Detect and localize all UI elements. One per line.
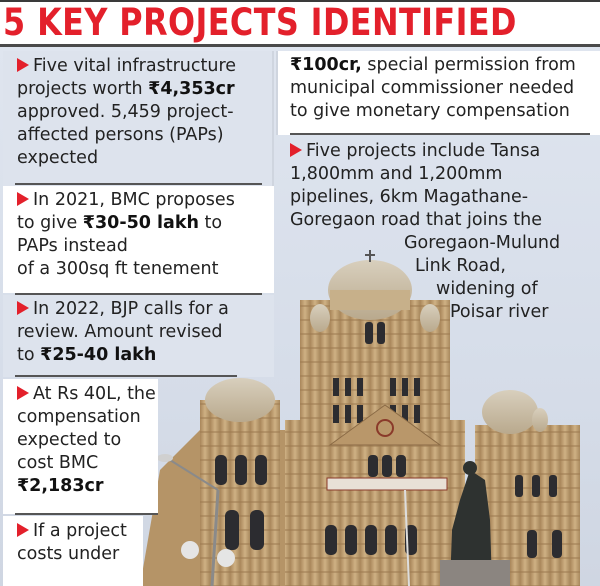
- fact-1-line: affected persons (PAPs): [17, 125, 224, 145]
- fact-2-line: of a 300sq ft tenement: [17, 259, 219, 279]
- fact-5-line: costs under: [17, 544, 120, 564]
- projects-line: Five projects include Tansa: [306, 141, 541, 161]
- fact-4-line: At Rs 40L, the: [33, 384, 156, 404]
- fact-4-amount: ₹2,183cr: [17, 476, 104, 496]
- fact-3-amount: ₹25-40 lakh: [40, 345, 157, 365]
- fact-3-line: review. Amount revised: [17, 322, 223, 342]
- fact-4-line: compensation: [17, 407, 141, 427]
- projects-line: 1,800mm and 1,200mm: [290, 164, 503, 184]
- divider: [15, 293, 262, 295]
- fact-2-line: PAPs instead: [17, 236, 128, 256]
- fact-1-line: projects worth: [17, 79, 149, 99]
- fact-4-line: cost BMC: [17, 453, 99, 473]
- fact-1-line: Five vital infrastructure: [33, 56, 237, 76]
- fact-box-5: If a project costs under: [3, 516, 143, 586]
- projects-line: Link Road,: [415, 256, 506, 276]
- divider: [290, 133, 590, 135]
- fact-3-line: to: [17, 345, 41, 365]
- projects-list: Five projects include Tansa 1,800mm and …: [290, 140, 600, 324]
- fact-box-3: In 2022, BJP calls for a review. Amount …: [3, 295, 274, 377]
- fact-4-line: expected to: [17, 430, 122, 450]
- bullet-arrow-icon: [17, 301, 29, 315]
- projects-line: widening of: [436, 279, 538, 299]
- continuation-box: ₹100cr, special permission from municipa…: [276, 51, 600, 135]
- divider: [15, 375, 237, 377]
- fact-box-4: At Rs 40L, the compensation expected to …: [3, 379, 158, 515]
- fact-1-line: expected: [17, 148, 99, 168]
- headline: 5 KEY PROJECTS IDENTIFIED: [3, 1, 517, 44]
- fact-1-line: approved. 5,459 project-: [17, 102, 234, 122]
- bullet-arrow-icon: [17, 58, 29, 72]
- divider: [15, 513, 158, 515]
- top-rule: [0, 0, 600, 2]
- bullet-arrow-icon: [17, 386, 29, 400]
- fact-3-line: In 2022, BJP calls for a: [33, 299, 229, 319]
- bullet-arrow-icon: [17, 192, 29, 206]
- fact-5-line: If a project: [33, 521, 127, 541]
- continuation-line: municipal commissioner needed: [290, 78, 575, 98]
- continuation-line: to give monetary compensation: [290, 101, 570, 121]
- projects-line: Goregaon road that joins the: [290, 210, 542, 230]
- projects-line: Goregaon-Mulund: [404, 233, 561, 253]
- fact-2-line: to give: [17, 213, 83, 233]
- bullet-arrow-icon: [17, 523, 29, 537]
- bullet-arrow-icon: [290, 143, 302, 157]
- projects-line: pipelines, 6km Magathane-: [290, 187, 529, 207]
- continuation-line: special permission from: [361, 55, 576, 75]
- bmc-building-photo: [140, 250, 580, 586]
- fact-1-amount: ₹4,353cr: [148, 79, 235, 99]
- fact-box-2: In 2021, BMC proposes to give ₹30-50 lak…: [3, 186, 274, 295]
- projects-line: Poisar river: [450, 302, 549, 322]
- fact-2-line: to: [198, 213, 223, 233]
- headline-underline: [0, 44, 600, 47]
- fact-2-amount: ₹30-50 lakh: [82, 213, 199, 233]
- continuation-amount: ₹100cr,: [290, 55, 362, 75]
- fact-2-line: In 2021, BMC proposes: [33, 190, 235, 210]
- divider: [15, 183, 262, 185]
- fact-box-1: Five vital infrastructure projects worth…: [3, 51, 274, 186]
